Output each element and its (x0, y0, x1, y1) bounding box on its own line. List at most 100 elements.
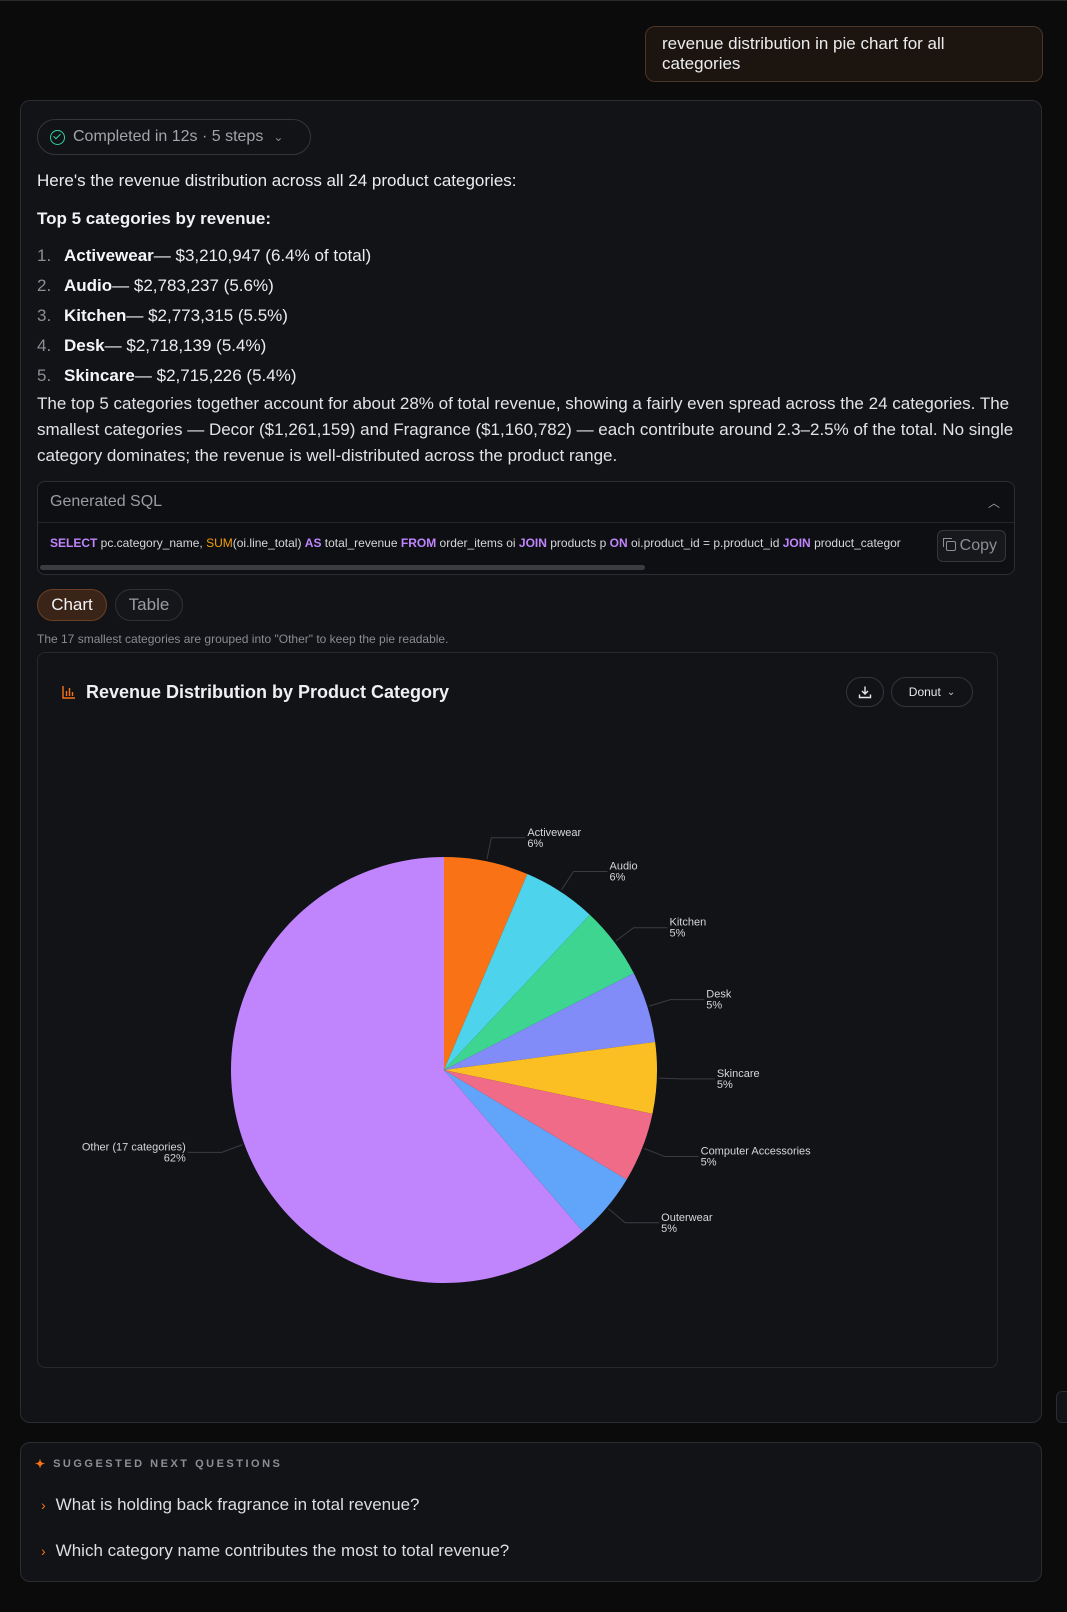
category-detail: — $2,773,315 (5.5%) (126, 306, 288, 325)
category-detail: — $2,718,139 (5.4%) (104, 336, 267, 355)
slice-label: Skincare (717, 1068, 760, 1080)
slice-leader-line (658, 1077, 715, 1080)
pie-slice[interactable] (444, 1070, 653, 1180)
category-detail: — $2,783,237 (5.6%) (112, 276, 274, 295)
suggestions-heading-text: SUGGESTED NEXT QUESTIONS (53, 1458, 283, 1470)
pie-slice[interactable] (230, 857, 583, 1283)
slice-leader-line (608, 1208, 660, 1224)
pie-slice[interactable] (444, 1041, 657, 1114)
answer-intro: Here's the revenue distribution across a… (37, 171, 517, 190)
chevron-down-icon: ⌄ (946, 686, 956, 698)
slice-percent: 5% (670, 928, 686, 940)
chevron-right-icon: › (41, 1497, 46, 1513)
tab-table[interactable]: Table (115, 589, 183, 621)
sql-token: oi.product_id = p.product_id (627, 536, 783, 550)
slice-label: Audio (609, 861, 637, 873)
chevron-up-icon[interactable]: ︿ (987, 496, 1000, 510)
slice-label: Computer Accessories (701, 1146, 812, 1158)
sql-panel-header[interactable]: Generated SQL ︿ (38, 482, 1014, 523)
sql-token: JOIN (518, 536, 547, 550)
list-number: 1. (37, 246, 52, 265)
list-number: 3. (37, 306, 52, 325)
slice-percent: 6% (527, 838, 543, 850)
category-detail: — $2,715,226 (5.4%) (134, 366, 297, 385)
category-name: Skincare (64, 366, 135, 385)
sparkle-icon: ✦ (35, 1457, 46, 1471)
slice-leader-line (649, 999, 705, 1007)
pie-slice[interactable] (444, 857, 528, 1070)
sql-token: JOIN (782, 536, 811, 550)
assistant-answer: Completed in 12s · 5 steps ⌄ Here's the … (20, 100, 1042, 1423)
sql-token: ON (609, 536, 628, 550)
list-item: 4. Desk — $2,718,139 (5.4%) (37, 331, 371, 361)
top-divider (0, 0, 1067, 1)
slice-leader-line (561, 871, 608, 891)
list-item: 2. Audio — $2,783,237 (5.6%) (37, 271, 371, 301)
sql-token: pc.category_name, (97, 536, 207, 550)
side-panel-toggle[interactable] (1056, 1391, 1067, 1423)
suggested-question-text: What is holding back fragrance in total … (55, 1495, 420, 1514)
slice-label: Activewear (527, 827, 581, 839)
sql-title: Generated SQL (50, 493, 163, 510)
slice-percent: 62% (164, 1152, 186, 1164)
category-name: Kitchen (64, 306, 127, 325)
slice-label: Kitchen (670, 917, 707, 929)
chevron-right-icon: › (41, 1543, 46, 1559)
category-name: Desk (64, 336, 105, 355)
download-icon (858, 686, 872, 699)
list-item: 3. Kitchen — $2,773,315 (5.5%) (37, 301, 371, 331)
slice-leader-line (187, 1144, 243, 1153)
category-detail: — $3,210,947 (6.4% of total) (153, 246, 372, 265)
list-item: 5. Skincare — $2,715,226 (5.4%) (37, 361, 371, 391)
pie-slice[interactable] (444, 973, 656, 1070)
chevron-down-icon: ⌄ (273, 130, 284, 144)
suggestions-heading: ✦ SUGGESTED NEXT QUESTIONS (35, 1457, 282, 1471)
suggested-question-text: Which category name contributes the most… (55, 1541, 510, 1560)
slice-percent: 5% (706, 1000, 722, 1012)
slice-leader-line (643, 1148, 699, 1158)
slice-label: Other (17 categories) (82, 1141, 186, 1153)
status-label: Completed in 12s · 5 steps (73, 128, 264, 145)
sql-panel: Generated SQL ︿ SELECT pc.category_name,… (37, 481, 1015, 575)
slice-percent: 5% (701, 1157, 717, 1169)
answer-summary: The top 5 categories together account fo… (37, 394, 1014, 465)
sql-token: AS (304, 536, 322, 550)
sql-token: order_items oi (436, 536, 519, 550)
list-item: 1. Activewear — $3,210,947 (6.4% of total… (37, 241, 371, 271)
list-number: 5. (37, 366, 52, 385)
list-number: 2. (37, 276, 52, 295)
slice-label: Desk (706, 989, 732, 1001)
copy-button[interactable]: Copy (936, 530, 1006, 562)
tab-chart[interactable]: Chart (37, 589, 107, 621)
grouping-note: The 17 smallest categories are grouped i… (37, 632, 449, 646)
user-message: revenue distribution in pie chart for al… (645, 26, 1043, 82)
bar-chart-icon (62, 686, 75, 699)
sql-token: (oi.line_total) (232, 536, 305, 550)
category-name: Audio (64, 276, 113, 295)
sql-token: products p (546, 536, 610, 550)
suggested-question[interactable]: › What is holding back fragrance in tota… (41, 1495, 420, 1515)
slice-label: Outerwear (661, 1212, 713, 1224)
suggested-question[interactable]: › Which category name contributes the mo… (41, 1541, 509, 1561)
pie-slice[interactable] (444, 873, 590, 1070)
top5-list: 1. Activewear — $3,210,947 (6.4% of total… (37, 241, 371, 391)
pie-slice[interactable] (444, 914, 634, 1070)
sql-token: total_revenue (321, 536, 401, 550)
chart-title: Revenue Distribution by Product Category (86, 682, 450, 702)
slice-leader-line (486, 837, 526, 860)
download-button[interactable] (846, 677, 884, 707)
chart-type-label: Donut (908, 685, 941, 699)
horizontal-scrollbar[interactable] (40, 565, 645, 570)
status-toggle[interactable]: Completed in 12s · 5 steps ⌄ (37, 119, 311, 155)
chart-type-select[interactable]: Donut ⌄ (891, 677, 973, 707)
sql-token: FROM (400, 536, 437, 550)
list-number: 4. (37, 336, 52, 355)
pie-slice[interactable] (444, 1070, 627, 1232)
sql-code: SELECT pc.category_name, SUM(oi.line_tot… (50, 536, 1010, 550)
sql-token: SELECT (50, 536, 98, 550)
slice-leader-line (615, 927, 668, 942)
category-name: Activewear (64, 246, 154, 265)
copy-icon (942, 538, 956, 551)
user-message-text: revenue distribution in pie chart for al… (662, 34, 945, 73)
top5-heading: Top 5 categories by revenue: (37, 209, 271, 228)
